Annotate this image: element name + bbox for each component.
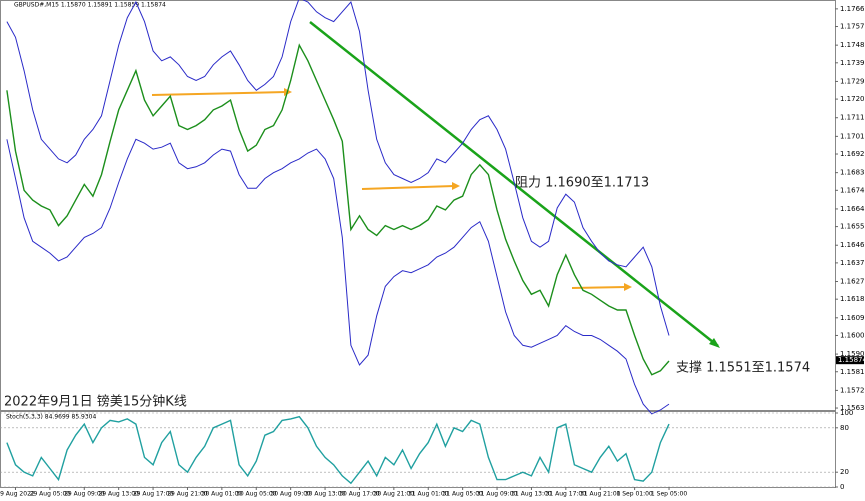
stoch-header: Stoch(5,3,3) 84.9699 85.9304 <box>6 414 97 421</box>
y-tick-label: 1.17110 <box>840 114 865 122</box>
x-tick-label: 1 Sep 05:00 <box>651 491 687 498</box>
y-tick-label: 1.17295 <box>840 77 865 85</box>
x-tick-label: 30 Aug 21:00 <box>374 491 415 498</box>
y-tick-label: 1.16645 <box>840 205 865 213</box>
annotation: 支撑 1.1551至1.1574 <box>676 361 810 376</box>
x-tick-label: 31 Aug 21:00 <box>580 491 621 498</box>
y-tick-label: 80 <box>840 424 849 432</box>
y-tick-label: 1.17390 <box>840 59 865 67</box>
series-line <box>6 415 670 485</box>
x-tick-label: 30 Aug 09:00 <box>270 491 311 498</box>
level-arrow <box>361 185 455 190</box>
trend-arrowhead <box>709 338 720 348</box>
annotation: 阻力 1.1690至1.1713 <box>515 176 649 191</box>
chart-header: GBPUSD#,M15 1.15870 1.15891 1.15859 1.15… <box>14 2 166 9</box>
y-tick-label: 1.15905 <box>840 350 865 358</box>
level-arrow <box>571 286 627 289</box>
y-tick-label: 1.15720 <box>840 386 865 394</box>
x-tick-label: 1 Sep 01:00 <box>617 491 653 498</box>
x-tick-label: 30 Aug 13:00 <box>305 491 346 498</box>
price-tag <box>836 356 864 365</box>
x-tick-label: 31 Aug 05:00 <box>442 491 483 498</box>
x-tick-label: 29 Aug 21:00 <box>167 491 208 498</box>
x-tick-label: 29 Aug 17:00 <box>133 491 174 498</box>
y-tick-label: 1.16830 <box>840 169 865 177</box>
trend-line <box>309 21 719 347</box>
arrowhead <box>452 182 460 190</box>
x-tick-label: 29 Aug 09:00 <box>64 491 105 498</box>
y-tick-label: 1.15630 <box>840 404 865 412</box>
x-tick-label: 30 Aug 17:00 <box>339 491 380 498</box>
y-tick-label: 1.16740 <box>840 186 865 194</box>
y-tick-label: 1.16275 <box>840 278 865 286</box>
x-tick-label: 29 Aug 05:00 <box>30 491 71 498</box>
series-line <box>6 43 670 376</box>
y-tick-label: 1.16925 <box>840 150 865 158</box>
y-tick-label: 1.17665 <box>840 5 865 13</box>
level-arrow <box>151 91 287 96</box>
y-tick-label: 1.16460 <box>840 241 865 249</box>
y-tick-label: 20 <box>840 468 849 476</box>
stoch-panel <box>0 411 836 488</box>
y-tick-label: 1.17015 <box>840 132 865 140</box>
y-tick-label: 100 <box>840 409 853 417</box>
y-tick-label: 0 <box>840 483 844 491</box>
x-tick-label: 30 Aug 01:00 <box>202 491 243 498</box>
series-line <box>6 138 670 415</box>
x-tick-label: 31 Aug 17:00 <box>546 491 587 498</box>
main-panel <box>0 0 836 411</box>
y-tick-label: 1.17480 <box>840 41 865 49</box>
x-tick-label: 31 Aug 13:00 <box>511 491 552 498</box>
y-tick-label: 1.16185 <box>840 295 865 303</box>
x-tick-label: 31 Aug 01:00 <box>408 491 449 498</box>
y-tick-label: 1.17205 <box>840 95 865 103</box>
arrowhead <box>624 283 632 291</box>
y-tick-label: 1.17575 <box>840 23 865 31</box>
x-tick-label: 30 Aug 05:00 <box>236 491 277 498</box>
y-tick-label: 1.16370 <box>840 259 865 267</box>
annotation: 2022年9月1日 镑美15分钟K线 <box>4 394 187 410</box>
price-tag-label: 1.15874 <box>838 356 865 364</box>
series-line <box>6 0 670 336</box>
x-tick-label: 31 Aug 09:00 <box>477 491 518 498</box>
x-tick-label: 29 Aug 13:00 <box>98 491 139 498</box>
y-tick-label: 1.16000 <box>840 331 865 339</box>
y-tick-label: 1.15815 <box>840 368 865 376</box>
x-tick-label: 29 Aug 2022 <box>0 491 35 498</box>
y-tick-label: 1.16555 <box>840 223 865 231</box>
y-tick-label: 1.16090 <box>840 314 865 322</box>
